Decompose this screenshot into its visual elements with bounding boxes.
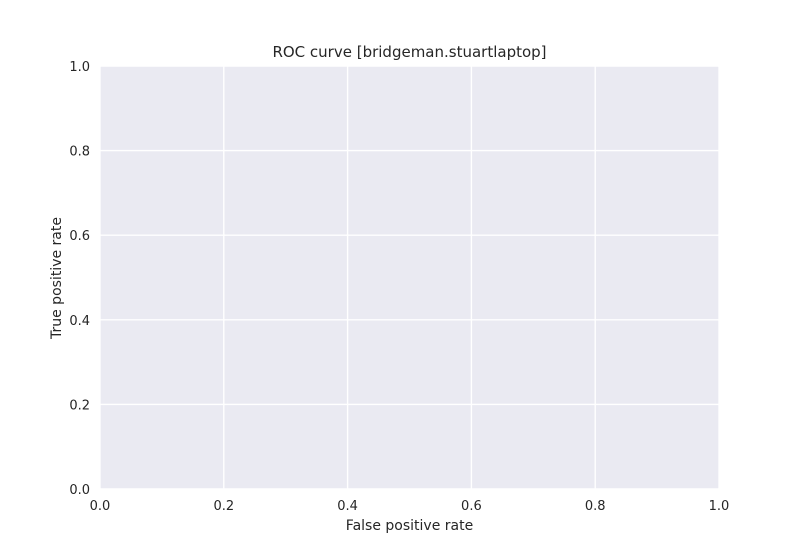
x-tick-label: 0.2 — [213, 499, 234, 514]
y-tick-label: 0.0 — [69, 483, 90, 498]
grid-lines — [99, 65, 720, 490]
chart-title: ROC curve [bridgeman.stuartlaptop] — [272, 43, 546, 61]
y-tick-label: 1.0 — [69, 60, 90, 75]
x-tick-label: 0.6 — [461, 499, 482, 514]
x-tick-label: 0.8 — [585, 499, 606, 514]
y-tick-label: 0.2 — [69, 398, 90, 413]
x-tick-label: 0.4 — [337, 499, 358, 514]
x-axis-ticks: 0.0 0.2 0.4 0.6 0.8 1.0 — [90, 499, 730, 514]
y-axis-ticks: 0.0 0.2 0.4 0.6 0.8 1.0 — [69, 60, 90, 498]
y-tick-label: 0.4 — [69, 314, 90, 329]
y-tick-label: 0.6 — [69, 229, 90, 244]
x-tick-label: 0.0 — [90, 499, 111, 514]
x-tick-label: 1.0 — [709, 499, 730, 514]
plot-area — [100, 66, 719, 489]
y-tick-label: 0.8 — [69, 145, 90, 160]
x-axis-label: False positive rate — [346, 518, 473, 534]
y-axis-label: True positive rate — [49, 217, 65, 340]
